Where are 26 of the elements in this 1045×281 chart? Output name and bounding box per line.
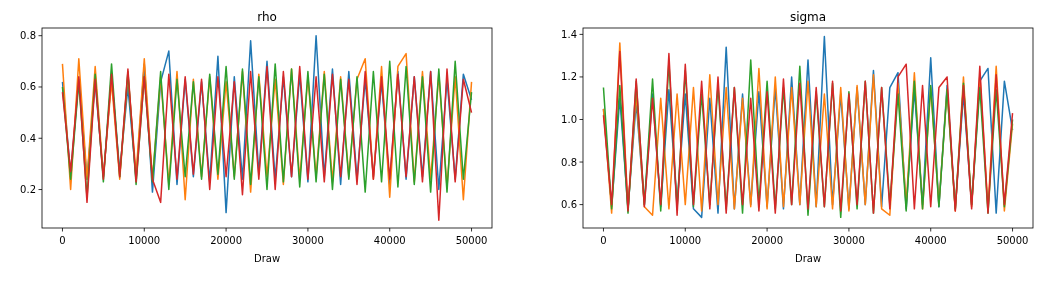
y-tick-label: 1.0 <box>561 113 577 125</box>
y-tick-label: 1.4 <box>561 28 577 40</box>
x-tick-label: 20000 <box>751 235 783 246</box>
x-tick-label: 0 <box>59 235 66 246</box>
y-tick-label: 0.8 <box>561 156 577 168</box>
y-tick-label: 0.6 <box>20 81 36 93</box>
chart-title: sigma <box>789 10 827 24</box>
x-tick-label: 30000 <box>833 235 865 246</box>
x-tick-label: 20000 <box>210 235 242 246</box>
chart-title: rho <box>257 10 277 24</box>
x-tick-label: 50000 <box>455 235 488 246</box>
x-tick-label: 10000 <box>128 235 161 246</box>
x-tick-label: 50000 <box>996 235 1029 246</box>
x-tick-label: 30000 <box>292 235 324 246</box>
x-tick-label: 40000 <box>914 235 947 246</box>
y-tick-label: 0.4 <box>20 132 36 144</box>
y-tick-label: 0.6 <box>561 199 577 211</box>
x-tick-label: 40000 <box>373 235 406 246</box>
y-tick-label: 0.8 <box>20 30 36 42</box>
x-axis-title: Draw <box>794 253 822 264</box>
x-tick-label: 0 <box>600 235 607 246</box>
y-tick-label: 1.2 <box>561 71 577 83</box>
line-series <box>61 65 473 222</box>
y-tick-label: 0.2 <box>20 184 36 196</box>
x-axis-title: Draw <box>253 253 281 264</box>
x-tick-label: 10000 <box>669 235 702 246</box>
